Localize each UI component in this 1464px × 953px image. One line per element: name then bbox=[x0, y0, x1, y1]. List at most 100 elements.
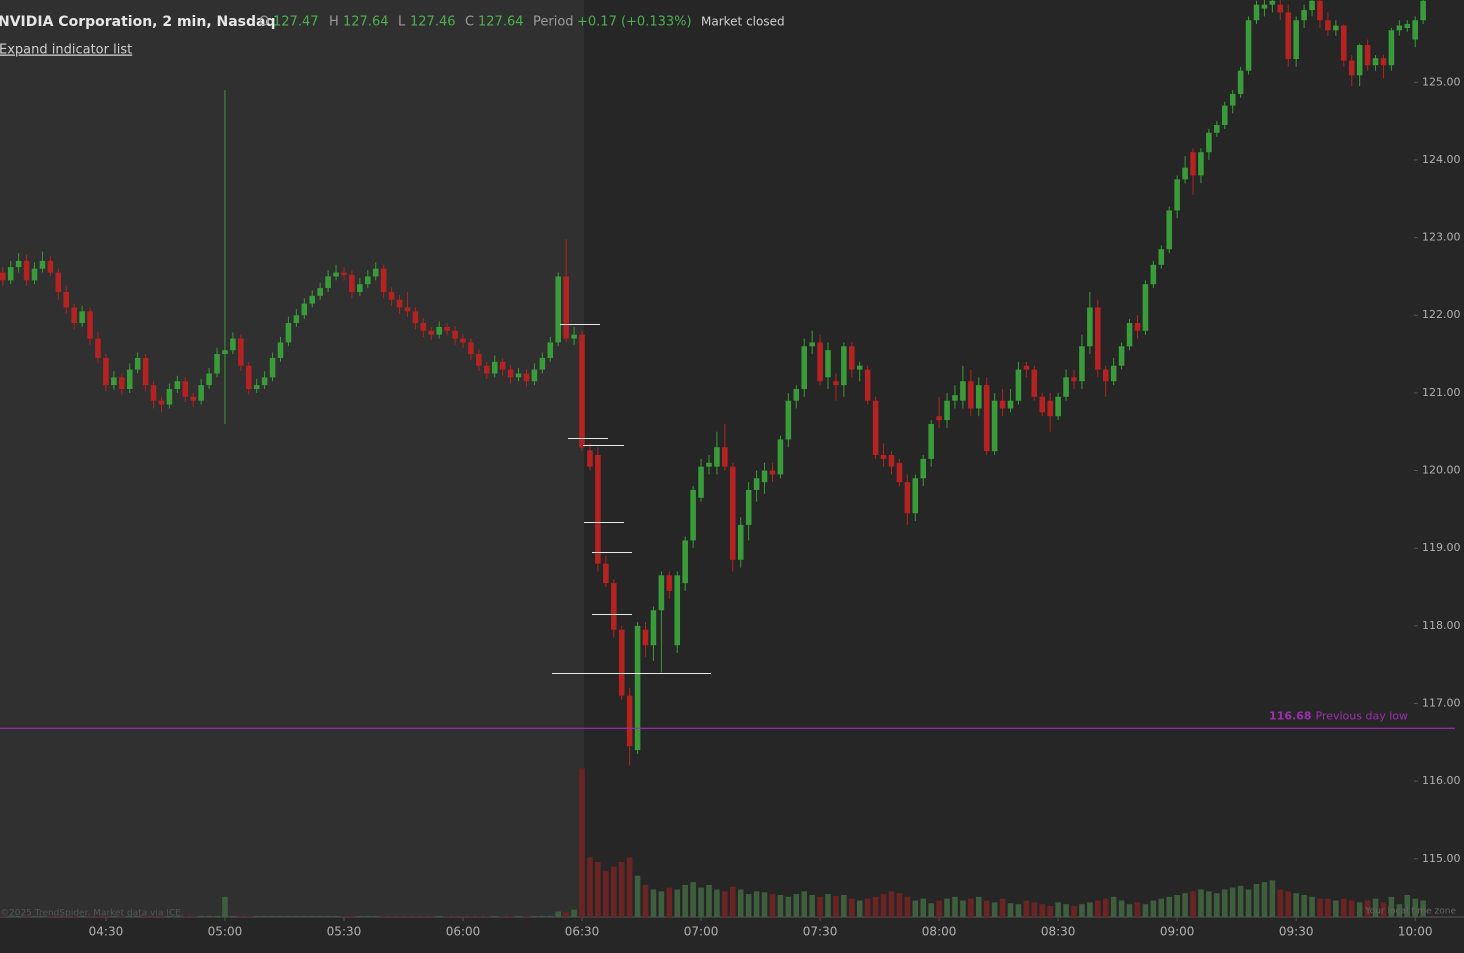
volume-bar bbox=[523, 916, 530, 917]
candle-body bbox=[388, 291, 395, 300]
candle-body bbox=[626, 695, 633, 747]
volume-bar bbox=[563, 912, 569, 917]
candle-body bbox=[1229, 93, 1236, 106]
candle-body bbox=[841, 346, 847, 386]
volume-bar bbox=[158, 916, 165, 917]
volume-bar bbox=[1134, 902, 1141, 917]
volume-bar bbox=[1237, 885, 1244, 917]
volume-bar bbox=[1166, 896, 1172, 917]
volume-bar bbox=[1285, 891, 1292, 917]
x-tick-label: 10:00 bbox=[1398, 925, 1433, 939]
x-tick-label: 09:00 bbox=[1160, 925, 1195, 939]
candle-body bbox=[1174, 179, 1180, 211]
level-lines bbox=[552, 324, 711, 674]
candle-body bbox=[825, 350, 831, 378]
candle-body bbox=[547, 342, 554, 358]
volume-bar bbox=[1277, 889, 1284, 917]
volume-bar bbox=[793, 894, 800, 917]
candle-body bbox=[1221, 105, 1228, 126]
candle-body bbox=[1198, 152, 1204, 176]
volume-bar bbox=[1364, 900, 1371, 917]
x-tick-label: 04:30 bbox=[89, 925, 124, 939]
candle-body bbox=[285, 323, 292, 343]
volume-bar bbox=[777, 894, 784, 917]
expand-indicators[interactable]: Expand indicator list bbox=[0, 43, 132, 58]
volume-bar bbox=[1221, 889, 1228, 917]
candle-body bbox=[603, 563, 609, 584]
volume-bar bbox=[1190, 891, 1196, 917]
volume-bar bbox=[1253, 883, 1260, 917]
volume-bar bbox=[1245, 889, 1252, 917]
volume-bar bbox=[134, 916, 141, 917]
candle-body bbox=[1055, 396, 1061, 417]
volume-bar bbox=[1102, 898, 1109, 917]
candle-body bbox=[1412, 20, 1418, 40]
volume-bar bbox=[1015, 904, 1022, 917]
volume-bar bbox=[642, 884, 649, 917]
volume-bar bbox=[515, 916, 522, 917]
x-tick-label: 06:30 bbox=[565, 925, 600, 939]
volume-bar bbox=[1150, 900, 1157, 917]
volume-bar bbox=[1214, 893, 1220, 917]
candle-body bbox=[1237, 70, 1244, 94]
volume-bar bbox=[809, 894, 815, 917]
volume-bar bbox=[341, 916, 347, 917]
y-tick-label: 115.00 bbox=[1422, 852, 1461, 865]
volume-bar bbox=[39, 916, 46, 917]
candle-body bbox=[341, 272, 347, 275]
volume-bar bbox=[428, 916, 435, 917]
volume-bar bbox=[1182, 893, 1188, 917]
volume-bar bbox=[785, 896, 792, 917]
candle-body bbox=[904, 482, 911, 514]
volume-bar bbox=[1404, 894, 1411, 917]
x-tick-label: 07:30 bbox=[803, 925, 838, 939]
candle-body bbox=[47, 260, 54, 273]
volume-bar bbox=[1420, 900, 1426, 917]
candle-body bbox=[1269, 0, 1276, 5]
volume-bar bbox=[317, 916, 323, 917]
candle-body bbox=[412, 311, 419, 324]
volume-bar bbox=[31, 916, 38, 917]
candle-body bbox=[166, 389, 173, 405]
candle-body bbox=[1364, 45, 1371, 66]
candle-body bbox=[753, 478, 760, 490]
candle-body bbox=[309, 295, 316, 304]
volume-bar bbox=[1325, 898, 1331, 917]
volume-bar bbox=[952, 896, 958, 917]
candle-body bbox=[507, 369, 514, 378]
candle-body bbox=[468, 342, 474, 355]
candle-body bbox=[357, 284, 363, 292]
candle-body bbox=[1214, 125, 1220, 133]
volume-bar bbox=[610, 866, 617, 917]
volume-bar bbox=[1039, 904, 1046, 917]
volume-bar bbox=[714, 889, 720, 917]
candle-body bbox=[0, 272, 6, 281]
volume-bar bbox=[7, 916, 14, 917]
volume-bar bbox=[126, 916, 133, 917]
candle-body bbox=[1134, 323, 1141, 331]
volume-bar bbox=[1309, 896, 1315, 917]
candle-body bbox=[1341, 25, 1347, 61]
reference-value: 116.68 bbox=[1269, 709, 1311, 722]
volume-bar bbox=[230, 916, 236, 917]
volume-bar bbox=[420, 916, 427, 917]
volume-bar bbox=[1317, 898, 1323, 917]
volume-bar bbox=[285, 916, 292, 917]
timezone-note: Your local time zone bbox=[1364, 907, 1456, 917]
volume-bar bbox=[801, 891, 807, 917]
volume-bar bbox=[444, 916, 450, 917]
candle-body bbox=[1079, 346, 1085, 382]
x-tick-label: 05:00 bbox=[208, 925, 243, 939]
candle-body bbox=[968, 381, 974, 409]
volume-bar bbox=[261, 916, 268, 917]
candle-body bbox=[476, 354, 482, 366]
candle-body bbox=[1356, 45, 1363, 76]
volume-bar bbox=[1047, 905, 1053, 917]
candle-body bbox=[1023, 365, 1030, 370]
ohlc-value: 127.46 bbox=[410, 15, 456, 30]
volume-bar bbox=[150, 916, 157, 917]
candle-body bbox=[698, 466, 704, 498]
volume-bar bbox=[245, 916, 252, 917]
